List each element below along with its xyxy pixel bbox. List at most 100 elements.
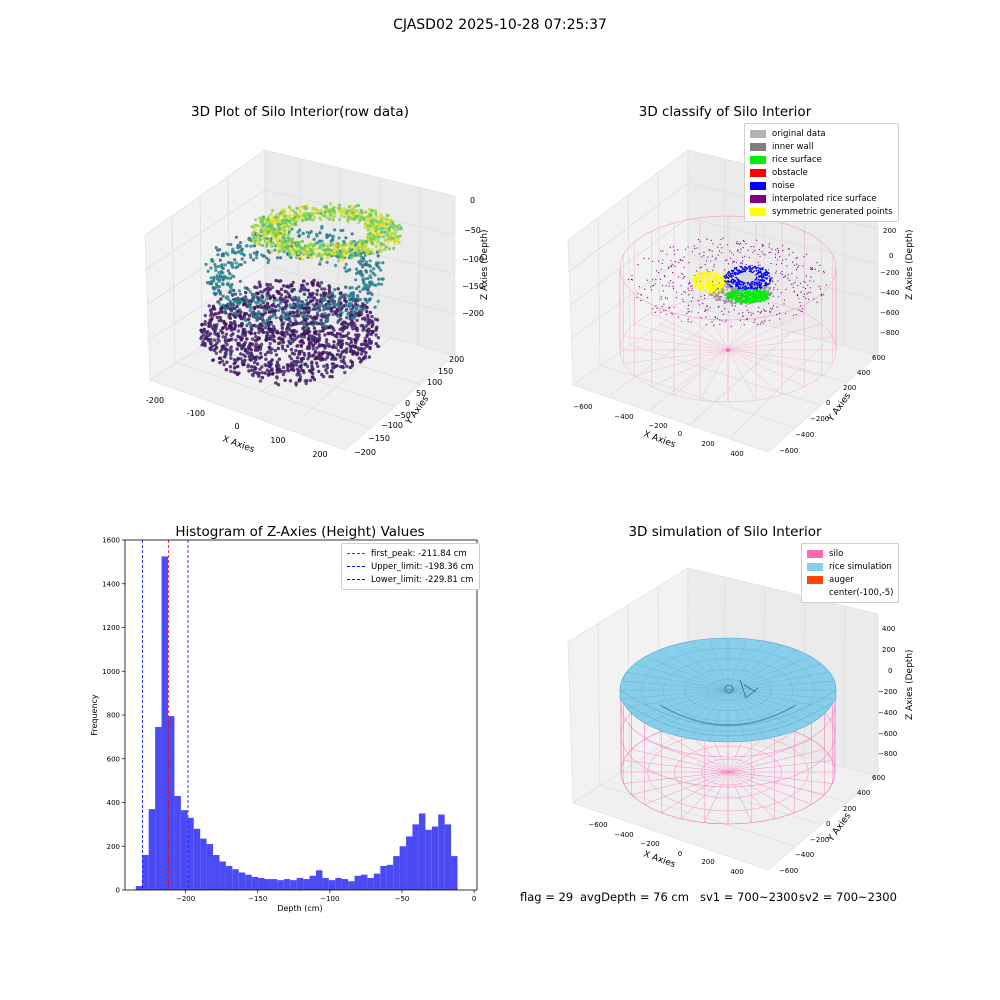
x-tick-label: −150 [248, 895, 267, 903]
histogram-bar [213, 855, 220, 890]
p1-ztick: −100 [462, 255, 484, 264]
histogram-bar [245, 874, 252, 890]
p4-xtick: 400 [730, 868, 743, 876]
legend-swatch [347, 553, 365, 554]
legend-item: rice surface [750, 153, 893, 166]
legend-label: interpolated rice surface [772, 193, 877, 204]
p1-ytick: −150 [368, 434, 390, 443]
panel1-title: 3D Plot of Silo Interior(row data) [191, 104, 409, 120]
legend-swatch [807, 575, 823, 584]
histogram-bar [206, 844, 214, 890]
p4-ytick: −600 [779, 867, 798, 875]
footer-sv1: sv1 = 700~2300 [700, 890, 798, 904]
footer-avg-depth: avgDepth = 76 cm [580, 890, 689, 904]
hist-xlabel: Depth (cm) [277, 904, 322, 913]
p4-ytick: −400 [795, 851, 814, 859]
legend-item: Upper_limit: -198.36 cm [347, 560, 474, 573]
p1-ztick: −50 [464, 226, 481, 235]
legend-item: inner wall [750, 140, 893, 153]
p2-xtick: 200 [701, 440, 714, 448]
histogram-bar [361, 874, 368, 890]
p1-ytick: −50 [394, 411, 411, 420]
p4-ztick: −600 [878, 730, 897, 738]
histogram-bar [277, 880, 284, 890]
legend-swatch [750, 155, 766, 164]
legend-item: first_peak: -211.84 cm [347, 547, 474, 560]
histogram-bar [367, 877, 374, 890]
legend-label: inner wall [772, 141, 814, 152]
hist-ylabel: Frequency [90, 694, 99, 736]
histogram-bar [142, 855, 149, 890]
panel3-title: Histogram of Z-Axies (Height) Values [175, 524, 425, 540]
footer-flag: flag = 29 [520, 890, 574, 904]
p2-xtick: 400 [730, 450, 743, 458]
p4-zlabel: Z Axies (Depth) [905, 649, 915, 720]
histogram-bar [399, 846, 407, 890]
p4-ytick: 600 [872, 774, 885, 782]
legend-label: center(-100,-5) [829, 587, 894, 598]
x-tick-label: −50 [395, 895, 410, 903]
p1-ytick: 100 [427, 378, 442, 387]
histogram-bar [393, 856, 400, 890]
p4-ytick: −200 [810, 836, 829, 844]
p2-ytick: −400 [795, 431, 814, 439]
p2-ztick: 200 [883, 227, 896, 235]
p1-ytick: 200 [449, 355, 464, 364]
histogram-bar [328, 880, 336, 890]
legend-item: obstacle [750, 166, 893, 179]
p4-xtick: −400 [614, 831, 633, 839]
panel1-point-cloud [199, 202, 403, 387]
p2-xtick: −200 [648, 422, 667, 430]
histogram-bars [135, 556, 458, 890]
legend-item: interpolated rice surface [750, 192, 893, 205]
legend-swatch [807, 589, 823, 597]
y-tick-label: 1000 [102, 668, 120, 676]
p4-ytick: 200 [843, 805, 856, 813]
x-tick-label: 0 [472, 895, 476, 903]
histogram-bar [296, 877, 304, 890]
histogram-bar [258, 877, 265, 890]
histogram-bar [438, 814, 445, 890]
histogram-bar [418, 813, 426, 890]
p2-ztick: −400 [880, 289, 899, 297]
panel2-3d-plot: −600 −400 −200 0 200 400 600 400 200 0 −… [567, 149, 915, 458]
histogram-bar [135, 886, 143, 890]
legend-swatch [750, 129, 766, 138]
p1-ytick: 0 [405, 399, 410, 408]
histogram-bar [322, 877, 329, 890]
p1-xtick: 0 [234, 422, 239, 431]
p4-xtick: −200 [640, 840, 659, 848]
p2-ytick: 200 [843, 384, 856, 392]
legend-item: Lower_limit: -229.81 cm [347, 573, 474, 586]
histogram-bar [431, 826, 439, 890]
histogram-bar [309, 875, 316, 890]
legend-label: auger [829, 574, 854, 585]
legend-swatch [750, 207, 766, 216]
p2-xtick: 0 [678, 430, 682, 438]
panel1-3d-plot: -200 -100 0 100 200 200 150 100 50 0 −50… [144, 149, 490, 459]
legend-label: rice simulation [829, 561, 892, 572]
x-tick-label: −100 [320, 895, 339, 903]
legend-item: noise [750, 179, 893, 192]
histogram-bar [373, 873, 381, 890]
y-tick-label: 400 [107, 799, 120, 807]
p1-xtick: -200 [146, 396, 164, 405]
y-tick-label: 1200 [102, 624, 120, 632]
legend-label: noise [772, 180, 795, 191]
histogram-bar [155, 727, 162, 890]
histogram-bar [315, 870, 323, 890]
legend-swatch [750, 142, 766, 151]
histogram-bar [225, 865, 233, 890]
histogram-bar [187, 817, 194, 890]
legend-label: first_peak: -211.84 cm [371, 548, 467, 559]
p4-xtick: 200 [701, 858, 714, 866]
panel3-histogram: −200 −150 −100 −50 0 0 200 400 600 800 1000 1200 14… [90, 537, 478, 913]
histogram-bar [238, 872, 246, 890]
legend-swatch [807, 549, 823, 558]
p2-ytick: 600 [872, 354, 885, 362]
histogram-bar [451, 856, 458, 890]
legend-label: obstacle [772, 167, 808, 178]
p4-xlabel: X Axies [642, 849, 677, 870]
figure-title: CJASD02 2025-10-28 07:25:37 [393, 17, 607, 33]
p4-ztick: 200 [882, 646, 895, 654]
